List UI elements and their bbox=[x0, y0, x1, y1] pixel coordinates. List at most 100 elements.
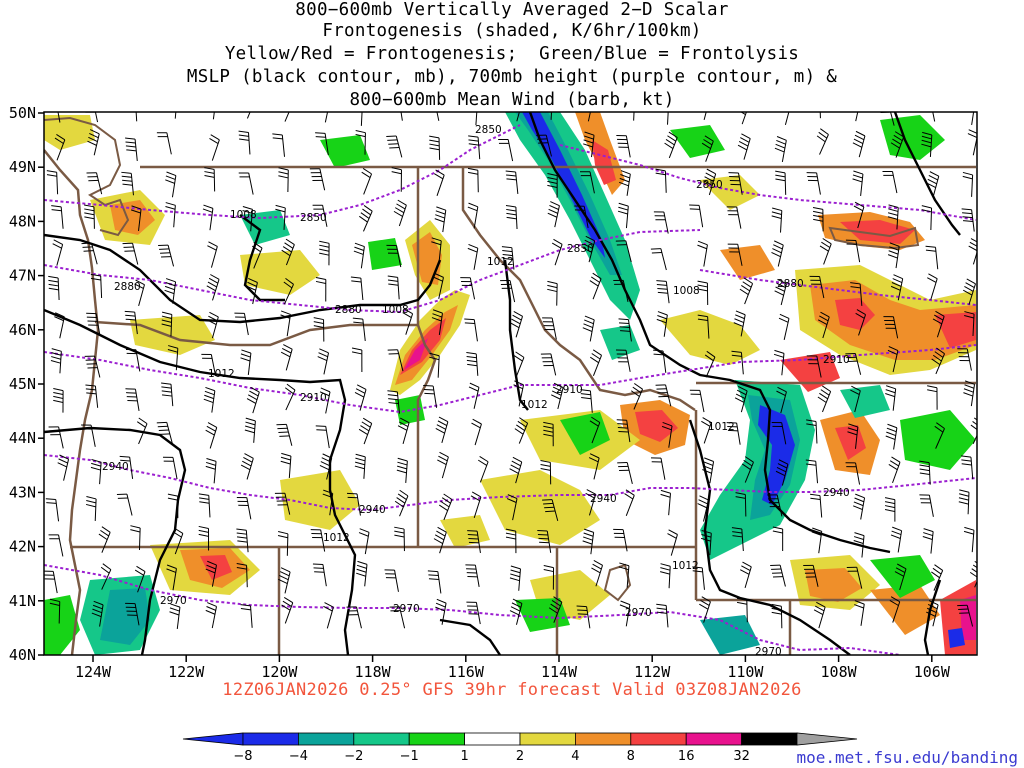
mslp-label: 1012 bbox=[208, 368, 235, 380]
great-salt-lake bbox=[603, 563, 632, 602]
wind-barb bbox=[739, 561, 752, 589]
wind-barb bbox=[852, 493, 866, 520]
mslp-label: 1012 bbox=[323, 532, 350, 544]
wind-barb bbox=[550, 112, 552, 120]
wind-barb bbox=[613, 279, 629, 302]
wind-barb bbox=[925, 245, 939, 270]
wind-barb bbox=[551, 238, 563, 266]
longitude-label: 110W bbox=[727, 663, 764, 681]
wind-barb bbox=[701, 135, 714, 162]
wind-barb bbox=[776, 386, 787, 414]
wind-barb bbox=[845, 462, 861, 485]
wind-barb bbox=[588, 453, 600, 480]
wind-barb bbox=[57, 112, 61, 123]
wind-barb bbox=[630, 383, 644, 410]
wind-barb bbox=[731, 527, 744, 552]
wind-barb bbox=[46, 170, 59, 195]
idaho-panhandle-east bbox=[461, 167, 696, 412]
wind-barb bbox=[667, 529, 678, 556]
wind-barb bbox=[435, 416, 449, 444]
wind-barb bbox=[240, 349, 252, 376]
wind-barb bbox=[467, 202, 479, 229]
wind-barb bbox=[697, 495, 710, 522]
wind-barb bbox=[386, 135, 403, 158]
wind-barb bbox=[281, 238, 295, 266]
wind-barb bbox=[617, 202, 629, 229]
wind-barb bbox=[352, 317, 366, 342]
title-line-4: MSLP (black contour, mb), 700mb height (… bbox=[186, 67, 838, 87]
wind-barb bbox=[429, 352, 440, 378]
wind-barb bbox=[855, 112, 859, 122]
wind-barb bbox=[589, 272, 602, 300]
wind-barb bbox=[438, 493, 453, 521]
wind-barb bbox=[209, 134, 220, 161]
wind-barb bbox=[775, 459, 789, 486]
wind-barb bbox=[919, 494, 934, 517]
wind-barb bbox=[125, 348, 141, 372]
wind-barb bbox=[922, 112, 936, 122]
wind-barb bbox=[353, 242, 365, 269]
source-url[interactable]: moe.met.fsu.edu/banding bbox=[796, 748, 1018, 767]
wind-barb bbox=[85, 496, 97, 521]
wind-barb bbox=[324, 112, 329, 123]
wind-barb bbox=[547, 280, 558, 306]
wind-barb bbox=[90, 273, 103, 299]
wind-barb bbox=[547, 201, 560, 228]
wind-barb bbox=[812, 206, 824, 232]
wind-barb bbox=[156, 132, 172, 155]
wind-barb bbox=[591, 559, 604, 587]
wind-barb bbox=[136, 417, 148, 445]
wind-barb bbox=[617, 461, 633, 485]
wind-barb bbox=[174, 112, 177, 119]
wind-barb bbox=[767, 494, 783, 517]
wind-barb bbox=[207, 311, 219, 339]
wind-barb bbox=[667, 112, 669, 125]
wind-barb bbox=[661, 421, 673, 448]
wind-barb bbox=[505, 528, 517, 554]
wind-barb bbox=[615, 240, 632, 263]
wind-barb bbox=[387, 275, 400, 300]
wind-barb bbox=[351, 347, 363, 372]
wind-barb bbox=[361, 168, 373, 195]
wind-barb bbox=[882, 170, 898, 194]
wind-barb bbox=[958, 489, 970, 515]
wind-barb bbox=[346, 606, 362, 629]
wind-barb bbox=[697, 240, 708, 267]
wind-barb bbox=[655, 384, 672, 407]
wind-barb bbox=[242, 206, 253, 232]
wind-barb bbox=[167, 345, 179, 371]
wind-barb bbox=[402, 308, 414, 335]
wind-barb bbox=[817, 311, 830, 339]
wind-barb bbox=[280, 344, 293, 371]
wind-barb bbox=[386, 244, 402, 268]
wind-barb bbox=[624, 489, 635, 516]
wind-barb bbox=[202, 204, 214, 231]
wind-barb bbox=[505, 204, 518, 229]
wind-barb bbox=[317, 348, 330, 375]
longitude-axis: 124W 122W 120W 118W 116W 114W 112W 110W 108W 106W bbox=[75, 663, 951, 681]
wind-barb bbox=[350, 276, 364, 301]
wind-barb bbox=[477, 456, 489, 483]
wind-barb bbox=[116, 493, 133, 516]
wind-barb bbox=[433, 272, 444, 299]
wind-barb bbox=[323, 602, 334, 629]
wind-barb bbox=[887, 204, 899, 230]
height-label: 2910 bbox=[300, 392, 327, 404]
wind-barb bbox=[855, 309, 867, 336]
wind-barb bbox=[356, 560, 368, 587]
wind-barb bbox=[888, 456, 901, 484]
wind-barb bbox=[506, 494, 518, 521]
wind-barb bbox=[53, 388, 64, 413]
wind-barb bbox=[957, 348, 972, 371]
wind-barb bbox=[727, 243, 743, 266]
wind-barb bbox=[655, 168, 667, 193]
wind-barb bbox=[238, 172, 254, 195]
wind-barb bbox=[613, 528, 628, 552]
wind-barb bbox=[543, 421, 554, 447]
wind-barb bbox=[926, 171, 940, 198]
colorbar-swatch bbox=[630, 732, 687, 746]
wind-barb bbox=[198, 525, 210, 551]
wind-barb bbox=[54, 312, 65, 339]
wind-barb bbox=[890, 131, 905, 158]
wind-barb bbox=[890, 274, 904, 301]
